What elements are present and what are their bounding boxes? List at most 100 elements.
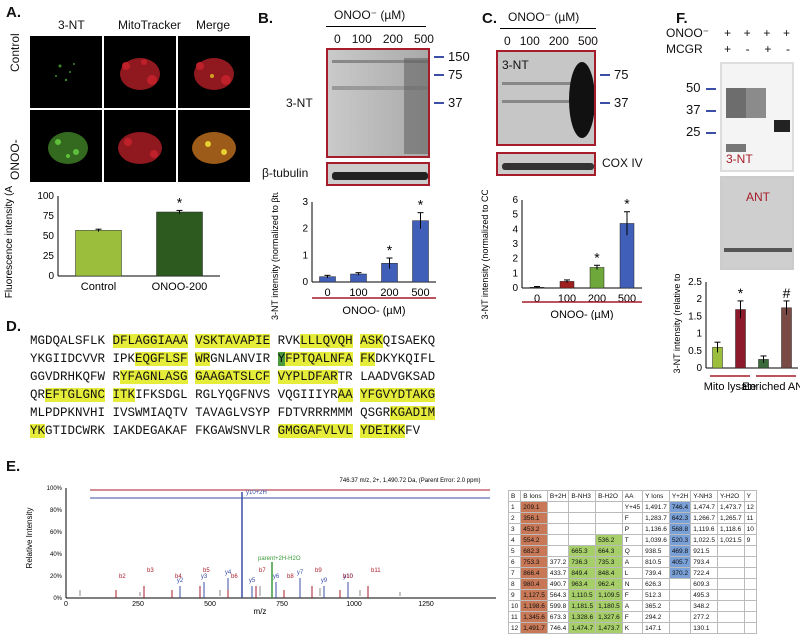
b-ytick: 1 — [302, 250, 308, 261]
ion-cell: 9 — [507, 589, 522, 601]
f-ytick: 1.5 — [688, 311, 702, 322]
ion-cell: F — [621, 589, 644, 601]
ion-cell: 490.7 — [546, 578, 570, 590]
sequence-segment: MLPDPKNVHI — [30, 406, 106, 420]
sequence-segment: GNLANVIR — [210, 352, 271, 366]
c-ytick: 3 — [512, 239, 518, 250]
ion-row: 10 1,198.6 599.8 1,181.5 1,180.5 A 365.2 348.2 — [507, 600, 757, 612]
ion-cell: 1,136.6 — [642, 523, 670, 535]
ion-cell: 849.4 — [568, 567, 597, 579]
panel-f-group2: Enriched ANT — [742, 381, 800, 393]
ion-cell: 1,127.5 — [520, 589, 548, 601]
sequence-line: YKGIIDCVVR IPKEQGFLSF WRGNLANVIR YFPTQAL… — [30, 350, 435, 368]
sequence-segment: FK — [360, 352, 376, 366]
ion-row: 7 866.4 433.7 849.4 848.4 L 739.4 370.2 722.4 — [507, 567, 757, 579]
sequence-segment: WR — [195, 352, 211, 366]
ion-cell: 1,109.5 — [595, 589, 623, 601]
e-b-label: b4 — [175, 574, 182, 580]
ion-cell: T — [621, 534, 644, 546]
ion-cell: N — [621, 578, 644, 590]
ion-cell: 10 — [743, 523, 757, 535]
ion-cell: 9 — [743, 534, 757, 546]
b-xtick: 0 — [324, 287, 330, 299]
sequence-segment: ASK — [360, 334, 383, 348]
c-sig-mark: * — [594, 249, 600, 265]
c-xtick: 100 — [558, 293, 576, 305]
row-label-onoo: ONOO- — [8, 139, 22, 180]
ion-cell — [743, 622, 757, 634]
e-b-label: b10 — [343, 574, 354, 580]
ion-cell — [595, 523, 623, 535]
c-ytick: 2 — [512, 254, 518, 265]
sequence-segment: YKGIIDCVVR — [30, 352, 106, 366]
ion-cell — [716, 545, 745, 557]
sequence-segment — [188, 406, 196, 420]
e-xtick: 1000 — [346, 601, 362, 608]
ion-cell: 1,474.7 — [690, 501, 718, 513]
ion-cell: 739.4 — [642, 567, 670, 579]
f-ytick: 1 — [696, 329, 702, 340]
c-ytick: 4 — [512, 224, 518, 235]
e-y-label: y9 — [321, 578, 328, 584]
ion-cell: 3 — [507, 523, 522, 535]
e-b-label: b2 — [119, 574, 126, 580]
a-ytick: 25 — [43, 251, 55, 262]
ion-header: B-NH3 — [568, 490, 597, 502]
a-xtick: ONOO-200 — [152, 281, 208, 293]
sequence-segment: YFAGNLASG — [120, 370, 188, 384]
sequence-segment: QISAEKQ — [382, 334, 436, 348]
ion-row: 5 682.3 665.3 664.3 Q 938.5 469.8 921.5 — [507, 545, 757, 557]
ion-cell: 682.3 — [520, 545, 548, 557]
ion-cell: 980.4 — [520, 578, 548, 590]
ion-cell: 938.5 — [642, 545, 670, 557]
e-b-label: b6 — [231, 574, 238, 580]
sequence-segment: LLLQVQH — [300, 334, 353, 348]
ion-cell: 736.3 — [568, 556, 597, 568]
panel-b-xlabel: ONOO- (µM) — [342, 305, 405, 317]
f-ytick: 0.5 — [688, 346, 702, 357]
panel-e-spectrum: Relative Intensity m/z 746.37 m/z, 2+, 1… — [25, 478, 496, 616]
ion-row: 3 453.2 P 1,136.6 568.8 1,119.6 1,118.6 10 — [507, 523, 757, 535]
ion-cell: 1,491.7 — [520, 622, 548, 634]
sequence-segment: ITK — [112, 388, 136, 402]
ion-cell — [546, 501, 570, 513]
ion-cell: 370.2 — [668, 567, 692, 579]
sequence-segment — [188, 334, 196, 348]
ion-cell — [568, 534, 597, 546]
ion-cell: 554.2 — [520, 534, 548, 546]
e-ytick: 60% — [50, 530, 63, 536]
col-label-mitotracker: MitoTracker — [118, 18, 181, 32]
sequence-segment: FV — [405, 424, 421, 438]
e-y-label: y2 — [177, 578, 184, 584]
ion-cell — [595, 512, 623, 524]
e-y-label: y6 — [273, 574, 280, 580]
e-xtick: 500 — [204, 601, 216, 608]
e-y-label: y3 — [201, 574, 208, 580]
ion-cell: 433.7 — [546, 567, 570, 579]
e-ytick: 40% — [50, 552, 63, 558]
ion-cell: 4 — [507, 534, 522, 546]
sequence-segment: MGDQALSFLK — [30, 334, 106, 348]
ion-cell: 1,266.7 — [690, 512, 718, 524]
ion-cell — [743, 545, 757, 557]
e-b-label: b5 — [203, 568, 210, 574]
ion-cell: L — [621, 567, 644, 579]
panel-a-ylabel: Fluorescence intensity (A.U.) — [4, 186, 15, 298]
sequence-segment — [105, 352, 113, 366]
sequence-segment: LAADVGKSAD — [360, 370, 436, 384]
ion-cell: 377.2 — [546, 556, 570, 568]
ion-cell: 963.4 — [568, 578, 597, 590]
sequence-segment: DKYKQIFL — [375, 352, 436, 366]
ion-cell: 11 — [743, 512, 757, 524]
e-ytick: 0% — [53, 596, 62, 602]
panel-f-mw-37: 37 — [686, 102, 701, 117]
ion-cell — [668, 622, 692, 634]
panel-f-blot-label: 3-NT — [726, 152, 753, 166]
sequence-segment: YDEIKK — [360, 424, 406, 438]
panel-f-ylabel: 3-NT intensity (relative to ANT) — [672, 272, 682, 373]
e-y-label: y10 — [343, 574, 353, 580]
e-y-label: y7 — [297, 570, 304, 576]
a-ytick: 75 — [43, 211, 55, 222]
e-xtick: 1250 — [418, 601, 434, 608]
ion-cell: 1,473.7 — [716, 501, 745, 513]
